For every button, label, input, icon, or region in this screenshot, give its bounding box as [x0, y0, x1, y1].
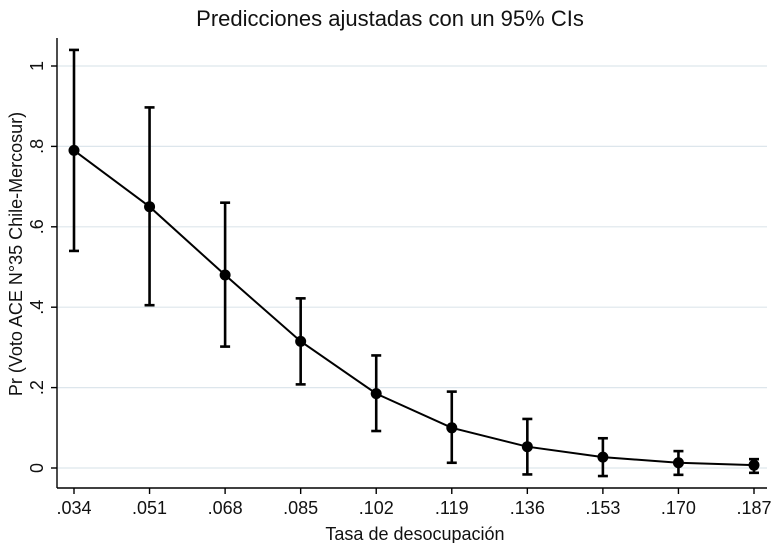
- prediction-point: [521, 441, 533, 453]
- prediction-point: [219, 269, 231, 281]
- x-tick-label: .153: [585, 498, 620, 518]
- x-tick-label: .034: [56, 498, 91, 518]
- chart-title: Predicciones ajustadas con un 95% CIs: [196, 6, 584, 31]
- y-tick-label: 0: [27, 463, 47, 473]
- y-tick-label: .8: [27, 139, 47, 154]
- prediction-point: [748, 459, 760, 471]
- prediction-point: [144, 201, 156, 213]
- x-axis-label: Tasa de desocupación: [325, 524, 504, 543]
- prediction-point: [295, 335, 307, 347]
- y-tick-label: 1: [27, 61, 47, 71]
- axes: 0 .2 .4 .6 .8 1 .034 .051 .068 .085 .102 .119 .136 .1…: [27, 38, 772, 518]
- prediction-points: [68, 144, 760, 471]
- y-tick-label: .6: [27, 219, 47, 234]
- y-tick-label: .2: [27, 380, 47, 395]
- x-tick-label: .119: [435, 498, 469, 518]
- x-tick-label: .051: [132, 498, 167, 518]
- x-tick-label: .136: [510, 498, 545, 518]
- prediction-point: [672, 457, 684, 469]
- x-tick-label: .187: [736, 498, 771, 518]
- prediction-point: [370, 388, 382, 400]
- prediction-series-line: [73, 149, 755, 467]
- x-tick-label: .102: [359, 498, 394, 518]
- prediction-point: [68, 144, 80, 156]
- y-axis-label: Pr (Voto ACE N°35 Chile-Mercosur): [6, 112, 26, 396]
- prediction-line: [73, 149, 755, 467]
- prediction-point: [446, 422, 458, 434]
- gridlines: [57, 65, 767, 469]
- x-tick-label: .068: [208, 498, 243, 518]
- x-tick-label: .170: [661, 498, 696, 518]
- x-tick-label: .085: [283, 498, 318, 518]
- confidence-intervals: [69, 48, 759, 478]
- y-tick-label: .4: [27, 300, 47, 315]
- prediction-point: [597, 451, 609, 463]
